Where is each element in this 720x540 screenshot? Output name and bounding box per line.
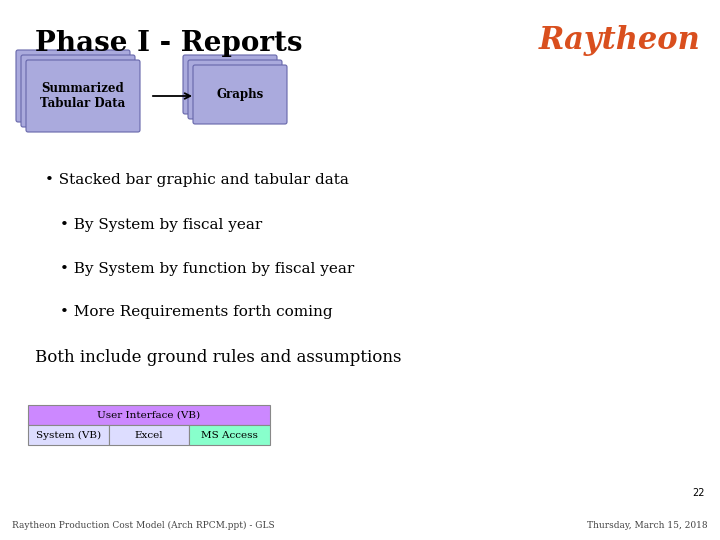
Text: Summarized
Tabular Data: Summarized Tabular Data — [40, 82, 125, 110]
Text: Excel: Excel — [135, 430, 163, 440]
Text: Raytheon: Raytheon — [539, 25, 700, 56]
Text: MS Access: MS Access — [201, 430, 258, 440]
FancyBboxPatch shape — [183, 55, 277, 114]
FancyBboxPatch shape — [193, 65, 287, 124]
Text: Thursday, March 15, 2018: Thursday, March 15, 2018 — [588, 521, 708, 530]
FancyBboxPatch shape — [26, 60, 140, 132]
FancyBboxPatch shape — [28, 425, 109, 445]
Text: User Interface (VB): User Interface (VB) — [97, 410, 201, 420]
Text: • More Requirements forth coming: • More Requirements forth coming — [60, 305, 333, 319]
FancyBboxPatch shape — [188, 60, 282, 119]
Text: Graphs: Graphs — [217, 88, 264, 101]
FancyBboxPatch shape — [28, 405, 270, 425]
FancyBboxPatch shape — [16, 50, 130, 122]
Text: • By System by fiscal year: • By System by fiscal year — [60, 218, 262, 232]
Text: Both include ground rules and assumptions: Both include ground rules and assumption… — [35, 348, 402, 366]
Text: • Stacked bar graphic and tabular data: • Stacked bar graphic and tabular data — [45, 173, 349, 187]
FancyBboxPatch shape — [109, 425, 189, 445]
FancyBboxPatch shape — [21, 55, 135, 127]
FancyBboxPatch shape — [189, 425, 270, 445]
Text: System (VB): System (VB) — [36, 430, 101, 440]
Text: • By System by function by fiscal year: • By System by function by fiscal year — [60, 262, 354, 276]
Text: 22: 22 — [693, 488, 705, 498]
Text: Raytheon Production Cost Model (Arch RPCM.ppt) - GLS: Raytheon Production Cost Model (Arch RPC… — [12, 521, 274, 530]
Text: Phase I - Reports: Phase I - Reports — [35, 30, 302, 57]
